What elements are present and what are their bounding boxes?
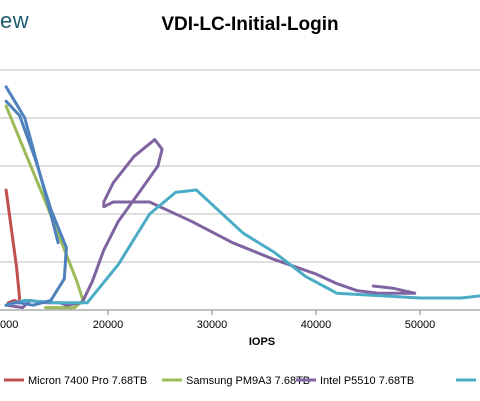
series-line [4,138,417,310]
x-tick-label: 20000 [93,319,124,331]
x-tick-labels: 000 20000 30000 40000 50000 [0,319,435,331]
chart-title: VDI-LC-Initial-Login [161,14,339,35]
series-layer [4,85,480,310]
series-line [4,188,480,307]
series-line [4,188,22,305]
x-axis-label: IOPS [249,336,275,348]
legend: Micron 7400 Pro 7.68TB Samsung PM9A3 7.68… [4,375,476,387]
legend-label: Samsung PM9A3 7.68TB [186,375,310,387]
gridlines [0,69,480,311]
x-tick-label-partial: 000 [0,319,18,331]
series-line [4,99,68,307]
x-tick-label: 50000 [405,319,436,331]
legend-label: Micron 7400 Pro 7.68TB [28,375,147,387]
x-tick-label: 40000 [301,319,332,331]
axes [0,309,480,315]
series-line [4,104,85,310]
brand-logo-text: ew [0,8,30,33]
legend-label: Intel P5510 7.68TB [320,375,414,387]
series-line [4,85,60,245]
x-tick-label: 30000 [197,319,228,331]
